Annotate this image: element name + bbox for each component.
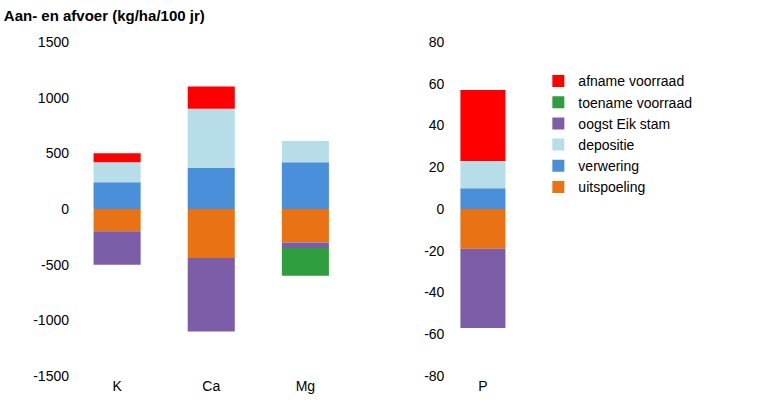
svg-text:40: 40 [429,117,445,133]
svg-text:-1500: -1500 [33,368,69,384]
svg-text:-80: -80 [424,368,444,384]
svg-text:verwering: verwering [578,158,639,174]
svg-text:Ca: Ca [202,378,220,394]
svg-text:Mg: Mg [296,378,315,394]
svg-text:P: P [478,378,487,394]
svg-text:uitspoeling: uitspoeling [578,179,645,195]
svg-text:60: 60 [429,76,445,92]
svg-text:-40: -40 [424,284,444,300]
svg-text:0: 0 [437,201,445,217]
svg-text:-500: -500 [41,257,69,273]
svg-text:afname voorraad: afname voorraad [578,73,684,89]
svg-text:depositie: depositie [578,137,634,153]
svg-text:-1000: -1000 [33,312,69,328]
svg-text:Aan- en afvoer (kg/ha/100 jr): Aan- en afvoer (kg/ha/100 jr) [4,7,205,24]
svg-text:toename voorraad: toename voorraad [578,95,692,111]
svg-text:K: K [112,378,122,394]
svg-text:1500: 1500 [38,34,69,50]
svg-text:20: 20 [429,159,445,175]
svg-text:-60: -60 [424,326,444,342]
svg-text:500: 500 [46,145,70,161]
svg-text:1000: 1000 [38,90,69,106]
svg-text:80: 80 [429,34,445,50]
svg-text:0: 0 [61,201,69,217]
svg-text:-20: -20 [424,243,444,259]
svg-text:oogst Eik stam: oogst Eik stam [578,116,670,132]
